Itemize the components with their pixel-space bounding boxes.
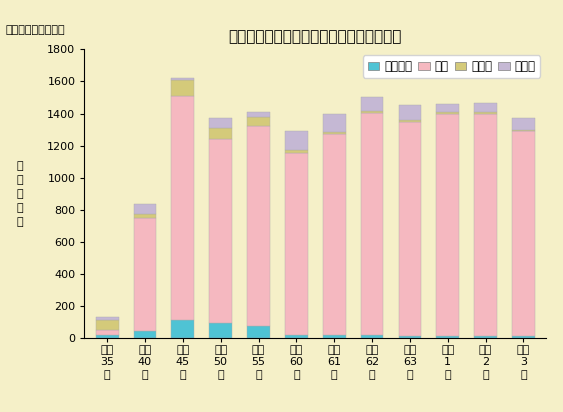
- Bar: [361, 111, 383, 113]
- Bar: [209, 139, 232, 323]
- Bar: [247, 112, 270, 117]
- Bar: [133, 204, 157, 214]
- Bar: [96, 317, 118, 320]
- Bar: [96, 320, 118, 330]
- Text: 木
材
需
要
量: 木 材 需 要 量: [16, 161, 23, 227]
- Bar: [96, 335, 118, 338]
- Bar: [512, 131, 535, 336]
- Bar: [172, 80, 194, 96]
- Bar: [172, 96, 194, 320]
- Bar: [474, 112, 497, 114]
- Bar: [474, 103, 497, 112]
- Bar: [512, 336, 535, 338]
- Bar: [323, 335, 346, 338]
- Bar: [399, 120, 421, 122]
- Bar: [209, 323, 232, 338]
- Bar: [361, 113, 383, 335]
- Bar: [323, 114, 346, 132]
- Bar: [436, 336, 459, 338]
- Bar: [361, 97, 383, 111]
- Bar: [399, 122, 421, 336]
- Bar: [96, 330, 118, 335]
- Bar: [209, 118, 232, 128]
- Title: 和歌山県における樹種別外材輸入量の推移: 和歌山県における樹種別外材輸入量の推移: [229, 29, 402, 44]
- Bar: [436, 112, 459, 114]
- Bar: [133, 330, 157, 338]
- Bar: [285, 153, 308, 335]
- Bar: [285, 131, 308, 150]
- Bar: [209, 128, 232, 139]
- Bar: [512, 118, 535, 129]
- Bar: [285, 335, 308, 338]
- Legend: ワラン材, 米材, 北洋材, その他: ワラン材, 米材, 北洋材, その他: [363, 55, 540, 78]
- Bar: [133, 214, 157, 218]
- Bar: [474, 336, 497, 338]
- Bar: [361, 335, 383, 338]
- Bar: [247, 126, 270, 326]
- Text: （千立方メートル）: （千立方メートル）: [6, 25, 65, 35]
- Bar: [436, 114, 459, 336]
- Bar: [247, 117, 270, 126]
- Bar: [172, 78, 194, 80]
- Bar: [323, 134, 346, 335]
- Bar: [399, 105, 421, 120]
- Bar: [133, 218, 157, 330]
- Bar: [172, 320, 194, 338]
- Bar: [512, 129, 535, 131]
- Bar: [323, 132, 346, 134]
- Bar: [474, 114, 497, 336]
- Bar: [399, 336, 421, 338]
- Bar: [285, 150, 308, 153]
- Bar: [436, 104, 459, 112]
- Bar: [247, 326, 270, 338]
